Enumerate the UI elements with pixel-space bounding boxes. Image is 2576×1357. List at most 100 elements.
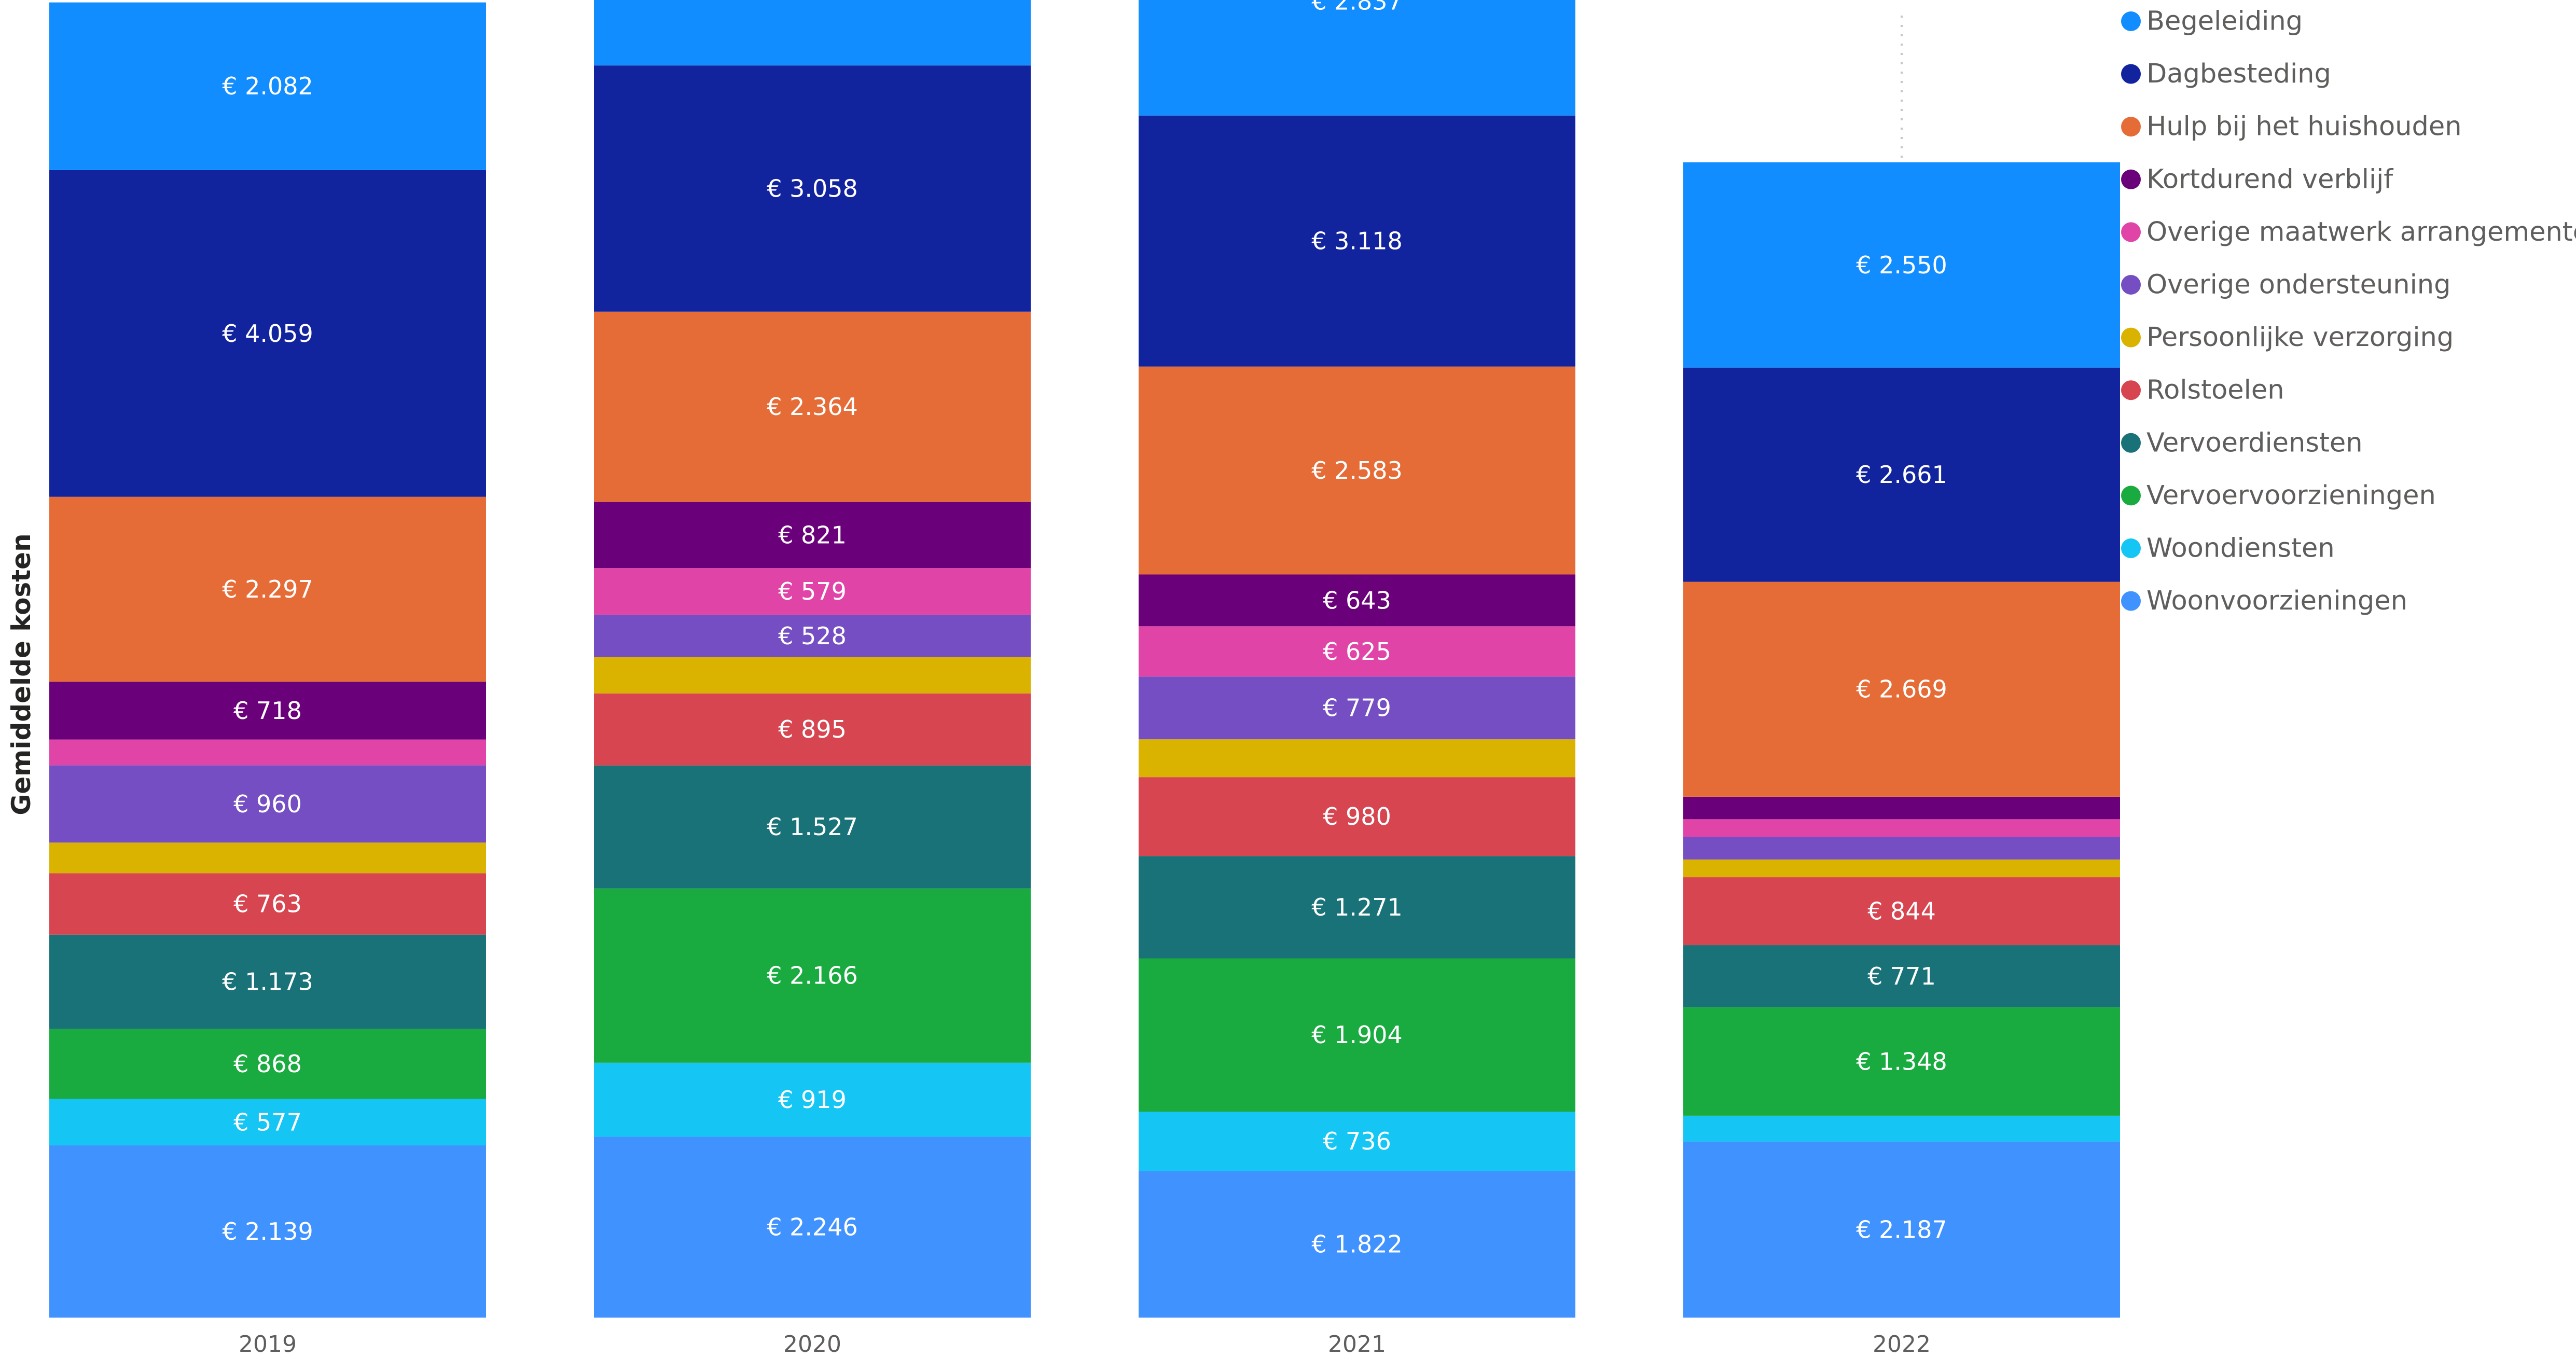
bar-segment[interactable] [1139,1171,1575,1318]
bar-segment[interactable] [1139,366,1575,575]
data-label: € 2.583 [1311,456,1403,484]
legend[interactable]: Begeleiding Dagbesteding Hulp bij het huis… [2121,6,2576,617]
legend-item-label[interactable]: Overige maatwerk arrangementen [2146,217,2576,247]
legend-item-label[interactable]: Kortdurend verblijf [2146,164,2393,195]
bar-segment[interactable] [49,496,486,682]
data-label: € 1.904 [1311,1021,1403,1049]
bar-segment[interactable] [49,934,486,1029]
legend-item-label[interactable]: Dagbesteding [2146,59,2331,89]
bar-segment[interactable] [1139,739,1575,778]
bar-segment[interactable] [1139,0,1575,116]
x-tick-label: 2021 [1328,1331,1386,1357]
data-label: € 895 [778,715,847,743]
bar-segment[interactable] [1139,1111,1575,1171]
bar-segment[interactable] [1683,819,2120,837]
data-label: € 4.059 [222,320,313,348]
bar-segment[interactable] [1683,581,2120,797]
bar-segment[interactable] [594,0,1031,66]
data-label: € 718 [233,697,302,725]
data-label: € 3.058 [767,174,858,202]
bar-segment[interactable] [1139,626,1575,677]
bar-segment[interactable] [1683,877,2120,946]
legend-item-label[interactable]: Hulp bij het huishouden [2146,112,2462,142]
y-axis-title: Gemiddelde kosten [6,533,36,815]
data-label: € 919 [778,1086,847,1114]
bar-segment[interactable] [49,682,486,740]
legend-item-label[interactable]: Woonvoorzieningen [2146,586,2407,616]
data-label: € 980 [1323,802,1391,830]
bar-segment[interactable] [1139,574,1575,627]
legend-marker [2121,327,2141,348]
legend-marker [2121,169,2141,189]
bar-segment[interactable] [594,568,1031,615]
x-tick-label: 2020 [783,1331,841,1357]
legend-item-label[interactable]: Rolstoelen [2146,375,2284,406]
data-label: € 2.364 [767,393,858,421]
bar-segment[interactable] [1139,115,1575,367]
bar-segment[interactable] [1139,958,1575,1112]
legend-item-label[interactable]: Woondiensten [2146,533,2335,564]
data-label: € 1.173 [222,968,313,996]
bar-segment[interactable] [1139,777,1575,856]
bar-segment[interactable] [1683,1115,2120,1142]
bar-segment[interactable] [49,739,486,766]
bar-segment[interactable] [594,657,1031,694]
bar-segment[interactable] [594,614,1031,657]
bar-segment[interactable] [1683,1141,2120,1318]
legend-marker [2121,380,2141,400]
legend-item-label[interactable]: Vervoervoorzieningen [2146,480,2436,511]
data-label: € 2.246 [767,1213,858,1241]
bar-segment[interactable] [594,502,1031,569]
legend-item-label[interactable]: Vervoerdiensten [2146,427,2363,458]
bar-segment[interactable] [594,65,1031,312]
data-label: € 2.166 [767,962,858,990]
bar-segment[interactable] [594,1062,1031,1137]
legend-item-label[interactable]: Begeleiding [2146,6,2303,37]
data-label: € 625 [1323,638,1391,666]
data-label: € 2.550 [1856,251,1947,279]
data-label: € 643 [1323,586,1391,614]
bar-segment[interactable] [1683,162,2120,368]
bar-segment[interactable] [49,842,486,874]
bar-segment[interactable] [594,765,1031,889]
x-tick-label: 2022 [1873,1331,1931,1357]
bar-segment[interactable] [1683,796,2120,820]
bar-segment[interactable] [1683,945,2120,1007]
data-label: € 2.297 [222,575,313,603]
bar-segment[interactable] [1139,856,1575,959]
data-label: € 844 [1867,897,1936,925]
bar-segment[interactable] [594,693,1031,766]
data-label: € 763 [233,890,302,918]
data-label: € 2.187 [1856,1215,1947,1243]
data-label: € 577 [233,1108,302,1136]
bar-segment[interactable] [1683,1007,2120,1116]
bar-segment[interactable] [1683,837,2120,860]
bar-segment[interactable] [49,1145,486,1318]
bar-stack-area: € 2.139 € 577 € 868 € 1.173 € 763 € 960 € 718 €… [49,0,2120,1318]
data-label: € 2.661 [1856,461,1947,489]
data-label: € 1.527 [767,813,858,841]
data-label: € 1.822 [1311,1230,1403,1258]
bar-segment[interactable] [49,765,486,843]
bar-segment[interactable] [49,1029,486,1099]
bar-segment[interactable] [594,311,1031,502]
bar-segment[interactable] [49,1099,486,1146]
bar-segment[interactable] [1683,859,2120,878]
bar-segment[interactable] [594,1137,1031,1318]
data-label: € 771 [1867,962,1936,990]
bar-segment[interactable] [49,873,486,935]
legend-item-label[interactable]: Overige ondersteuning [2146,270,2451,300]
data-label: € 2.082 [222,72,313,100]
bar-segment[interactable] [49,170,486,497]
data-label: € 2.139 [222,1217,313,1245]
legend-item-label[interactable]: Persoonlijke verzorging [2146,322,2454,353]
data-label: € 736 [1323,1127,1391,1155]
bar-segment[interactable] [1683,367,2120,582]
bar-segment[interactable] [594,888,1031,1063]
data-label: € 2.837 [1311,0,1403,16]
x-tick-label: 2019 [239,1331,297,1357]
bar-segment[interactable] [49,2,486,170]
bar-segment[interactable] [1139,676,1575,740]
data-label: € 779 [1323,694,1391,722]
